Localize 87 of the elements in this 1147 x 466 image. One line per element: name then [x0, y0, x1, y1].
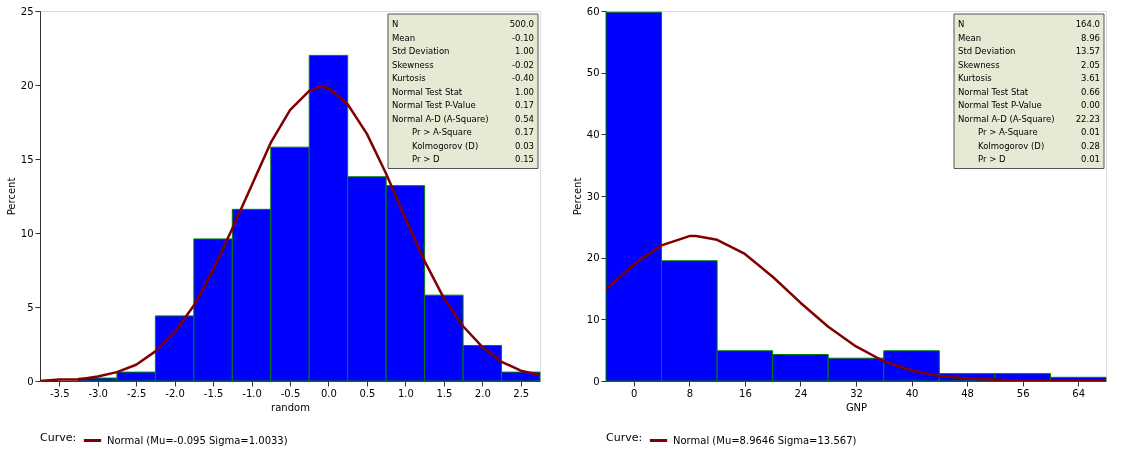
legend-label: Normal (Mu=8.9646 Sigma=13.567): [673, 434, 857, 446]
x-tick-label: 8: [686, 387, 694, 399]
legend-title: Curve:: [40, 431, 77, 444]
x-tick-label: 0.5: [359, 387, 376, 399]
y-tick-label: 60: [586, 5, 600, 17]
annotation: Normal A-D (A-Square): [392, 113, 489, 124]
annotation: Normal Test P-Value: [392, 100, 476, 110]
x-axis-title: GNP: [845, 401, 868, 413]
y-tick-label: 0: [27, 375, 34, 387]
annotation: 1.00: [515, 86, 534, 97]
annotation: Normal Test Stat: [392, 86, 463, 97]
x-tick-label: 56: [1016, 387, 1030, 399]
annotation: 8.96: [1081, 32, 1100, 43]
annotation: N: [392, 19, 399, 29]
annotation: Normal A-D (A-Square): [958, 113, 1055, 124]
y-tick-label: 15: [20, 153, 34, 165]
x-tick-label: -3.5: [49, 387, 70, 399]
annotation: 3.61: [1081, 73, 1100, 83]
y-tick-label: 50: [586, 67, 600, 79]
annotation: Kolmogorov (D): [412, 140, 479, 151]
x-tick-label: -3.0: [88, 387, 108, 399]
annotation: 0.17: [515, 127, 534, 137]
annotation: Normal Test Stat: [958, 86, 1029, 97]
annotation: Std Deviation: [958, 46, 1016, 56]
x-tick-label: -2.5: [126, 387, 147, 399]
y-tick-label: 20: [586, 252, 600, 264]
x-tick-label: 32: [850, 387, 863, 399]
annotation: 0.01: [1081, 127, 1100, 137]
annotation: Pr > D: [412, 154, 440, 164]
annotation: 0.28: [1081, 140, 1100, 151]
annotation: Normal Test P-Value: [958, 100, 1042, 110]
annotation: -0.40: [512, 73, 534, 83]
annotation: -0.02: [512, 59, 534, 70]
annotation: Mean: [392, 32, 416, 43]
annotation: 0.17: [515, 100, 534, 110]
x-tick-label: 40: [905, 387, 919, 399]
annotation: Kolmogorov (D): [978, 140, 1045, 151]
annotation: 13.57: [1075, 46, 1100, 56]
legend-title: Curve:: [606, 431, 643, 444]
annotation: Std Deviation: [392, 46, 450, 56]
y-axis-title: Percent: [571, 177, 583, 216]
annotation: 2.05: [1081, 59, 1100, 70]
annotation: 0.15: [515, 154, 534, 164]
x-tick-label: 1.5: [436, 387, 453, 399]
x-tick-label: -1.0: [242, 387, 262, 399]
x-tick-label: -1.5: [203, 387, 224, 399]
y-tick-label: 25: [20, 5, 34, 17]
annotation: Pr > D: [978, 154, 1006, 164]
annotation: 0.03: [515, 140, 534, 151]
x-tick-label: -0.5: [280, 387, 301, 399]
y-axis-title: Percent: [5, 177, 17, 216]
annotation: Mean: [958, 32, 982, 43]
y-tick-label: 10: [20, 227, 34, 239]
x-tick-label: 24: [794, 387, 808, 399]
annotation: Skewness: [392, 59, 435, 70]
x-tick-label: 64: [1072, 387, 1086, 399]
annotation: 0.54: [515, 113, 534, 124]
annotation: N: [958, 19, 965, 29]
annotation: Kurtosis: [392, 73, 427, 83]
annotation: 0.66: [1081, 86, 1100, 97]
y-tick-label: 40: [586, 128, 600, 140]
annotation: Skewness: [958, 59, 1001, 70]
annotation: 164.0: [1075, 19, 1100, 29]
annotation: 1.00: [515, 46, 534, 56]
x-tick-label: 48: [961, 387, 974, 399]
x-tick-label: -2.0: [165, 387, 185, 399]
x-tick-label: 2.0: [474, 387, 491, 399]
x-axis-title: random: [271, 401, 310, 413]
annotation: 0.01: [1081, 154, 1100, 164]
annotation: 500.0: [509, 19, 534, 29]
annotation: 22.23: [1075, 113, 1100, 124]
y-tick-label: 5: [27, 301, 34, 313]
x-tick-label: 0.0: [321, 387, 337, 399]
annotation: -0.10: [512, 32, 534, 43]
annotation: 0.00: [1081, 100, 1100, 110]
y-tick-label: 10: [586, 313, 600, 325]
annotation: Pr > A-Square: [412, 127, 472, 137]
y-tick-label: 30: [586, 190, 600, 202]
x-tick-label: 2.5: [513, 387, 530, 399]
x-tick-label: 1.0: [397, 387, 414, 399]
x-tick-label: 0: [631, 387, 638, 399]
y-tick-label: 20: [20, 79, 34, 91]
legend-label: Normal (Mu=-0.095 Sigma=1.0033): [107, 434, 288, 446]
x-tick-label: 16: [739, 387, 752, 399]
annotation: Kurtosis: [958, 73, 993, 83]
annotation: Pr > A-Square: [978, 127, 1038, 137]
y-tick-label: 0: [593, 375, 600, 387]
